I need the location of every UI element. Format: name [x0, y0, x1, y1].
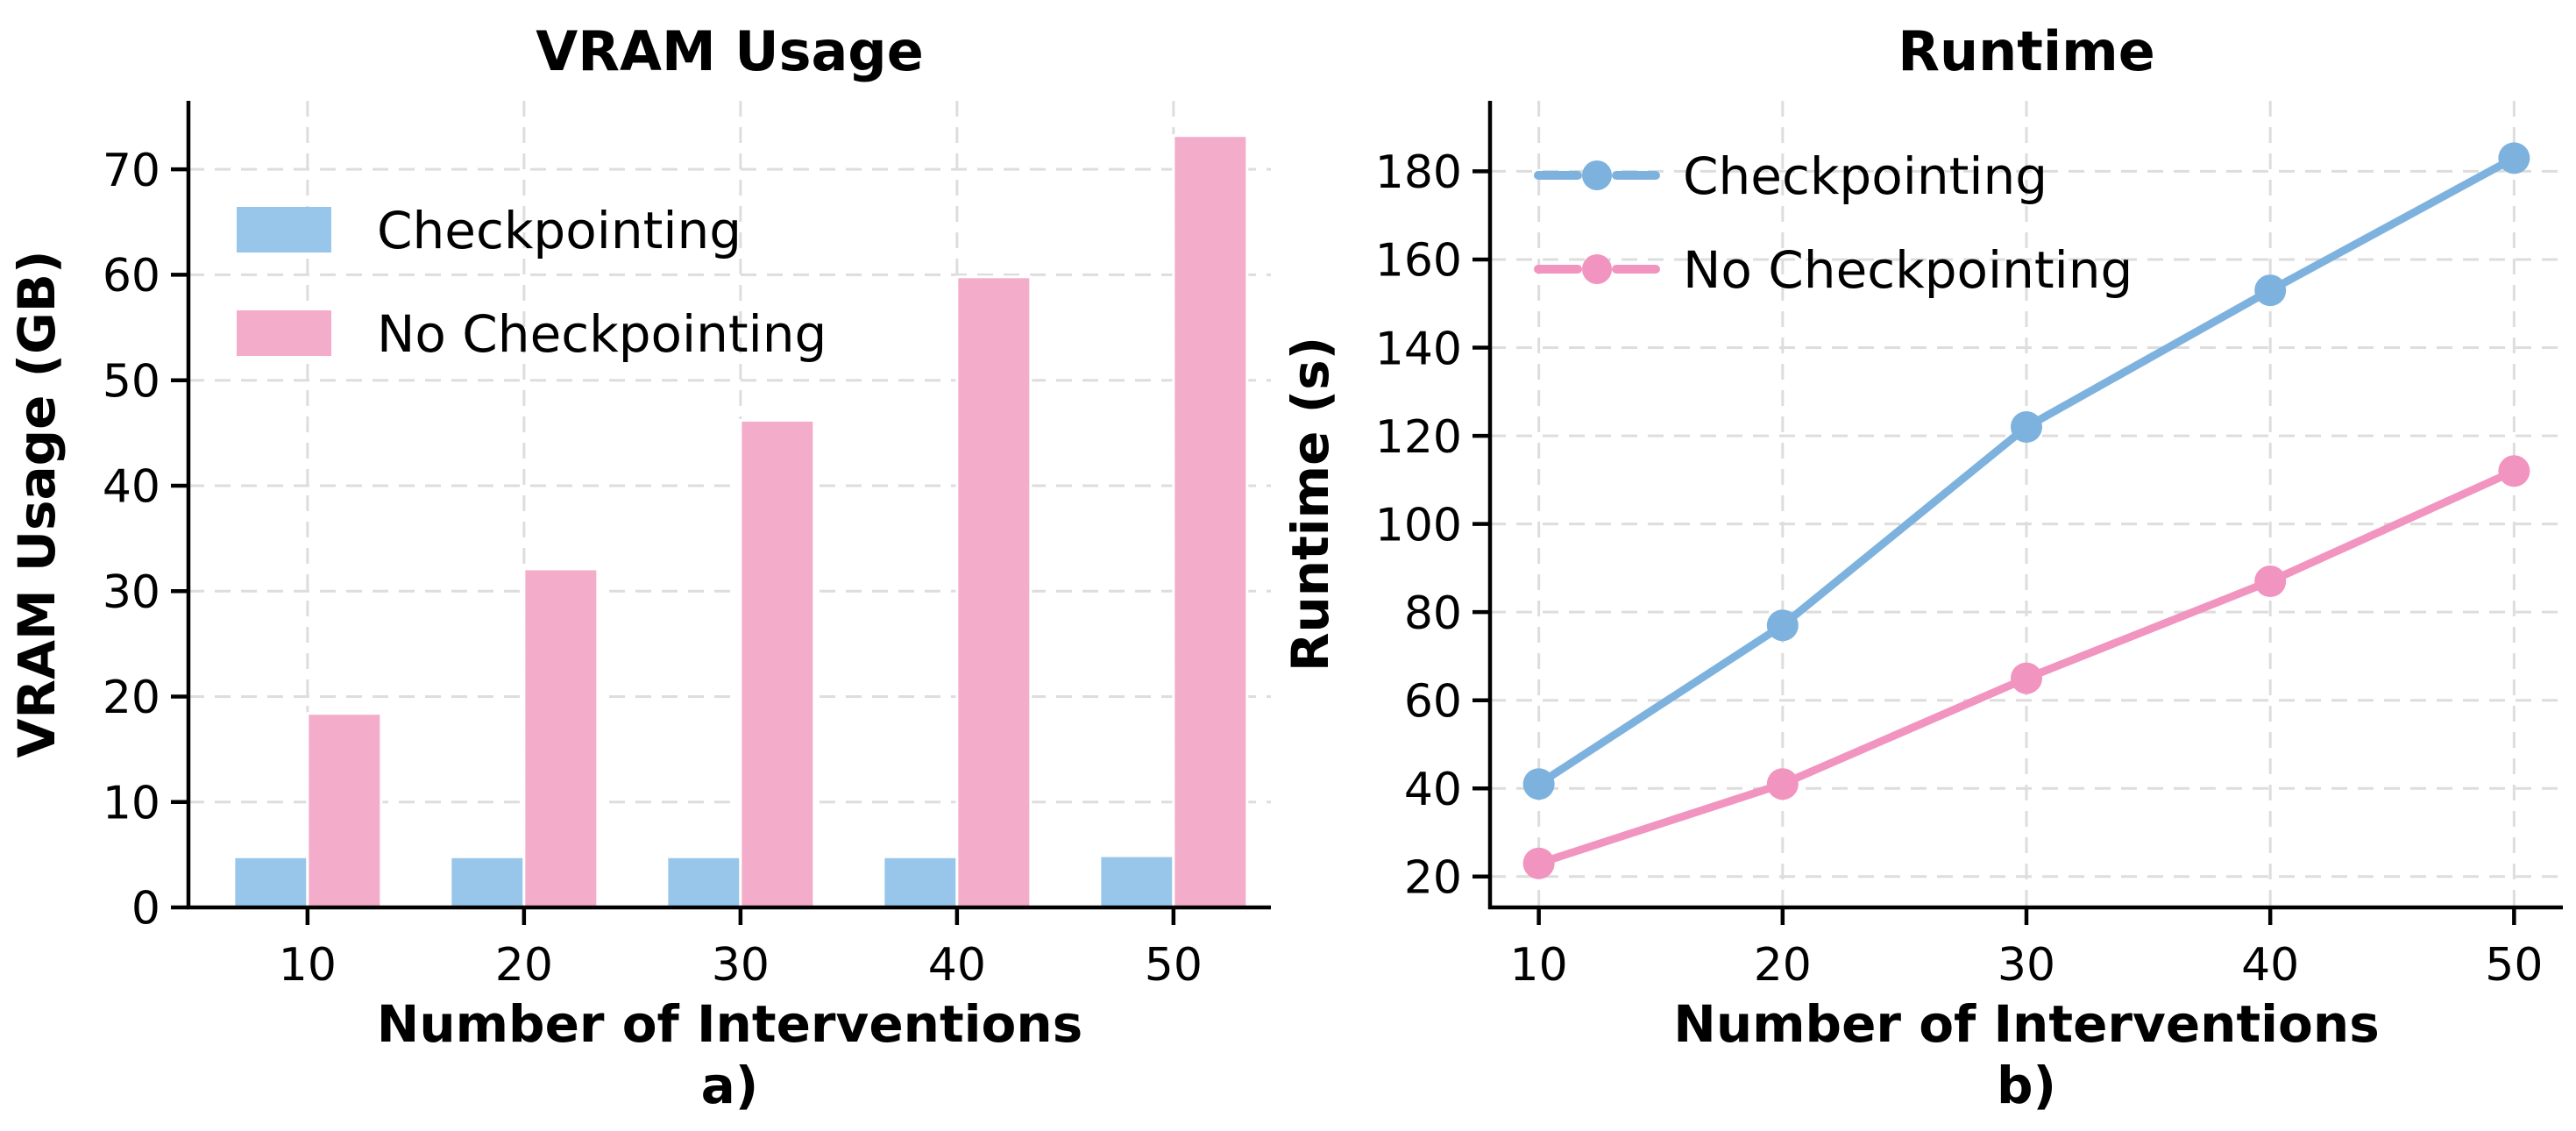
- marker-checkpointing: [2498, 142, 2530, 174]
- chart-title: VRAM Usage: [536, 19, 924, 83]
- x-axis-label: Number of Interventions: [1673, 994, 2379, 1054]
- y-tick-label: 10: [103, 777, 160, 829]
- x-tick-label: 50: [2485, 939, 2543, 992]
- y-tick-label: 60: [1404, 675, 1462, 728]
- y-tick-label: 20: [1404, 852, 1462, 905]
- bar-no-checkpointing: [955, 275, 1033, 909]
- bar-checkpointing: [665, 855, 742, 909]
- x-tick-label: 20: [495, 939, 553, 992]
- x-tick-label: 10: [1510, 939, 1568, 992]
- legend-label: No Checkpointing: [377, 304, 827, 364]
- legend-swatch-checkpointing: [237, 207, 331, 253]
- legend-marker-dot: [1582, 160, 1612, 190]
- x-tick-label: 40: [928, 939, 986, 992]
- y-axis-label: Runtime (s): [1288, 337, 1340, 672]
- y-tick-label: 20: [103, 672, 160, 724]
- x-tick-label: 40: [2241, 939, 2299, 992]
- marker-no-checkpointing: [2011, 662, 2042, 694]
- y-tick-label: 120: [1375, 411, 1462, 464]
- panel-caption: a): [701, 1056, 759, 1115]
- legend-swatch-no-checkpointing: [237, 310, 331, 356]
- y-tick-label: 180: [1375, 146, 1462, 199]
- y-axis-label: VRAM Usage (GB): [7, 251, 67, 758]
- marker-checkpointing: [2011, 411, 2042, 444]
- bar-checkpointing: [449, 855, 526, 909]
- x-tick-label: 30: [712, 939, 770, 992]
- x-tick-label: 50: [1145, 939, 1203, 992]
- bar-checkpointing: [882, 855, 959, 909]
- legend-label: Checkpointing: [377, 201, 742, 260]
- bar-no-checkpointing: [522, 567, 600, 909]
- bar-no-checkpointing: [306, 712, 383, 909]
- y-tick-label: 80: [1404, 587, 1462, 640]
- panel-caption: b): [1997, 1056, 2056, 1115]
- x-tick-label: 30: [1998, 939, 2055, 992]
- runtime-line-chart: 10 20 30 40 50 20 40 60 80 100 120 140 160 180 Runtime…: [1288, 19, 2563, 1115]
- panel-a-vram-usage: 10 20 30 40 50 0 10 20 30 40 50 60 70 VRAM Usage Numbe…: [7, 19, 1271, 1115]
- y-tick-label: 30: [103, 566, 160, 619]
- y-tick-label: 100: [1375, 499, 1462, 551]
- y-tick-label: 40: [103, 461, 160, 514]
- marker-no-checkpointing: [1766, 768, 1799, 800]
- y-tick-label: 140: [1375, 323, 1462, 375]
- bar-checkpointing: [1098, 854, 1175, 909]
- bar-no-checkpointing: [739, 418, 816, 909]
- x-tick-label: 10: [279, 939, 337, 992]
- legend-label: Checkpointing: [1683, 146, 2047, 206]
- marker-no-checkpointing: [2498, 455, 2530, 487]
- panel-b-runtime: 10 20 30 40 50 20 40 60 80 100 120 140 160 180 Runtime…: [1288, 0, 2576, 1131]
- marker-checkpointing: [1766, 609, 1799, 642]
- legend-marker-dot: [1582, 254, 1612, 284]
- legend-label: No Checkpointing: [1683, 240, 2132, 300]
- chart-title: Runtime: [1898, 19, 2155, 83]
- x-axis-label: Number of Interventions: [377, 994, 1082, 1054]
- y-tick-label: 50: [103, 355, 160, 408]
- bar-no-checkpointing: [1172, 134, 1249, 909]
- marker-checkpointing: [2254, 274, 2287, 307]
- y-tick-label: 40: [1404, 764, 1462, 816]
- y-tick-label: 160: [1375, 235, 1462, 288]
- vram-usage-bar-chart: 10 20 30 40 50 0 10 20 30 40 50 60 70 VRAM Usage Numbe…: [7, 19, 1271, 1115]
- y-tick-label: 70: [103, 145, 160, 197]
- y-tick-label: 0: [131, 883, 160, 935]
- x-tick-label: 20: [1754, 939, 1812, 992]
- marker-no-checkpointing: [1522, 847, 1555, 879]
- marker-checkpointing: [1522, 768, 1555, 800]
- y-tick-label: 60: [103, 250, 160, 302]
- marker-no-checkpointing: [2254, 565, 2287, 597]
- bar-checkpointing: [232, 855, 309, 909]
